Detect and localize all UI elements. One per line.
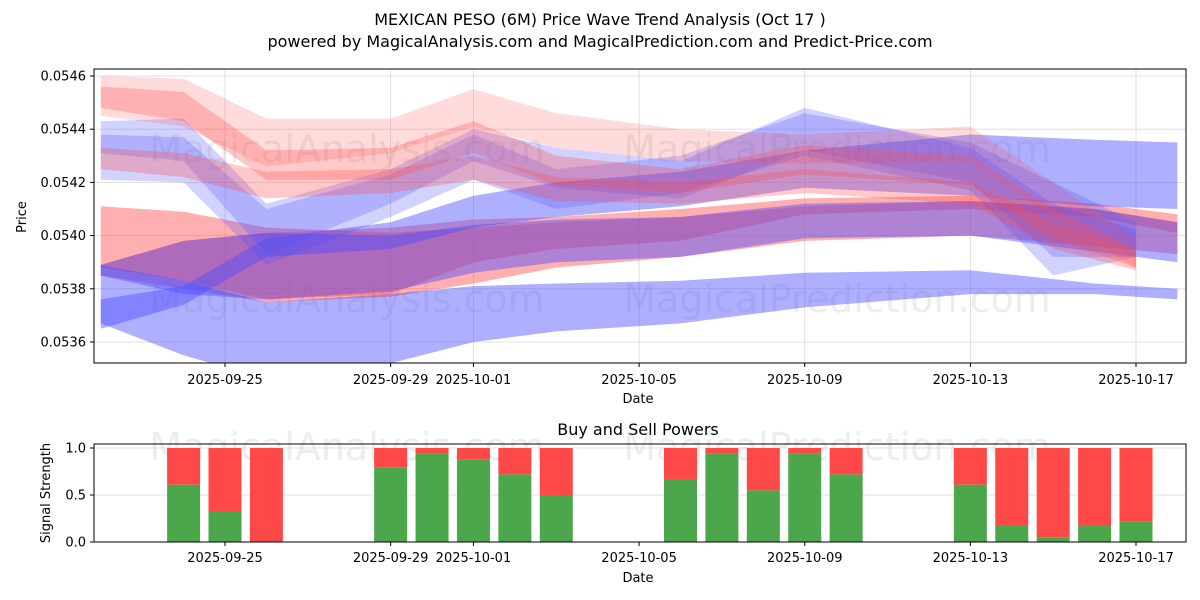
buy-sell-x-tick-label: 2025-10-09 [767,551,843,566]
price-x-tick-label: 2025-09-25 [187,373,263,388]
price-wave-panel: MagicalAnalysis.com MagicalPrediction.co… [15,68,1187,407]
price-watermarks: MagicalAnalysis.com MagicalPrediction.co… [149,127,1050,321]
buy-bar [829,474,863,542]
buy-sell-x-tick-label: 2025-09-29 [353,551,429,566]
price-y-tick-label: 0.0540 [41,229,87,244]
buy-sell-axes-frame [93,443,1187,543]
buy-bar [746,490,780,542]
buy-sell-y-ticks: 0.0 0.5 1.0 [65,442,94,551]
buy-bar [1036,537,1070,542]
sell-bar [539,448,573,495]
sell-bar [1036,448,1070,538]
buy-sell-y-tick-label: 0.5 [65,489,86,504]
sell-bar [456,448,490,460]
buy-sell-y-tick-label: 0.0 [65,536,86,551]
price-y-label: Price [15,201,30,233]
buy-bar [664,479,697,542]
buy-bar [167,484,201,542]
price-bands [100,76,1178,363]
price-band-red-1 [100,195,1178,303]
buy-bar [705,453,739,542]
buy-sell-y-label: Signal Strength [39,443,54,543]
buy-bar [456,459,490,542]
price-x-tick-label: 2025-09-29 [353,373,429,388]
price-x-tick-label: 2025-10-09 [767,373,843,388]
price-x-label: Date [622,392,653,407]
sell-bar [953,448,987,485]
sell-bar [705,448,739,454]
price-x-tick-label: 2025-10-13 [933,373,1009,388]
price-band-blue-6 [100,107,1136,257]
buy-bar [415,453,449,542]
watermark-prediction-mid: MagicalPrediction.com [623,277,1051,321]
sell-bar [415,448,449,454]
sell-bar [208,448,242,511]
buy-sell-x-tick-label: 2025-10-17 [1098,551,1174,566]
buy-bar [1078,526,1112,542]
sell-bar [664,448,697,480]
price-grid [94,69,1186,363]
watermark-analysis-top: MagicalAnalysis.com [149,127,544,171]
price-band-blue-5 [100,113,1136,276]
price-axes-frame [93,68,1187,364]
sell-bar [1078,448,1112,527]
price-x-tick-label: 2025-10-05 [601,373,677,388]
buy-sell-x-tick-label: 2025-09-25 [187,551,263,566]
watermark-prediction-top: MagicalPrediction.com [623,127,1051,171]
buy-bar [498,474,532,542]
buy-bar [953,484,987,542]
sell-bar [829,448,863,475]
price-y-tick-label: 0.0544 [41,123,87,138]
sell-bar [498,448,532,475]
buy-bar [539,495,573,542]
price-y-tick-label: 0.0546 [41,70,87,85]
price-y-tick-label: 0.0538 [41,282,87,297]
buy-sell-x-tick-label: 2025-10-13 [933,551,1009,566]
buy-sell-y-tick-label: 1.0 [65,442,86,457]
buy-sell-x-label: Date [622,571,653,586]
price-band-red-0 [100,201,1178,300]
price-x-tick-label: 2025-10-01 [436,373,512,388]
price-band-blue-2 [100,264,1178,363]
buy-bar [208,510,242,542]
watermark-analysis-mid: MagicalAnalysis.com [149,277,544,321]
buy-bar [995,526,1029,542]
buy-bar [374,467,408,542]
buy-sell-panel: Buy and Sell Powers MagicalAnalysis.com … [39,420,1187,586]
sell-bar [249,448,283,542]
figure-title: MEXICAN PESO (6M) Price Wave Trend Analy… [374,10,826,29]
price-y-tick-label: 0.0542 [41,176,87,191]
figure-subtitle: powered by MagicalAnalysis.com and Magic… [267,32,932,51]
price-x-tick-label: 2025-10-17 [1098,373,1174,388]
buy-sell-x-tick-label: 2025-10-05 [601,551,677,566]
price-band-blue-4 [100,134,1178,329]
buy-sell-x-tick-label: 2025-10-01 [436,551,512,566]
price-band-red-7 [100,76,1136,268]
price-y-tick-label: 0.0536 [41,336,87,351]
buy-bar [788,453,822,542]
price-band-red-9 [100,147,1136,271]
price-x-ticks: 2025-09-25 2025-09-29 2025-10-01 2025-10-05… [187,363,1174,388]
buy-bar [1119,521,1153,542]
sell-bar [995,448,1029,527]
sell-bar [1119,448,1153,522]
price-band-blue-3 [100,201,1178,300]
price-y-ticks: 0.0536 0.0538 0.0540 0.0542 0.0544 0.0546 [41,70,94,351]
sell-bar [746,448,780,491]
buy-sell-bars [167,448,1153,542]
price-band-red-8 [100,86,1136,268]
sell-bar [167,448,201,485]
sell-bar [374,448,408,468]
sell-bar [788,448,822,454]
buy-sell-x-ticks: 2025-09-25 2025-09-29 2025-10-01 2025-10-05… [187,542,1174,566]
buy-sell-title: Buy and Sell Powers [557,420,719,439]
